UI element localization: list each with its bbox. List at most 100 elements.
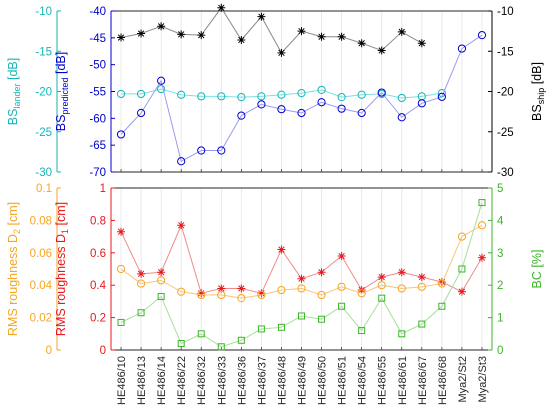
bottom-series-d2-point xyxy=(377,281,386,290)
top-axis-ship-tick-label: -15 xyxy=(497,46,514,58)
bottom-series-d1-point xyxy=(337,252,346,261)
bottom-axis-d2-tick-label: 0.1 xyxy=(36,183,52,195)
bottom-series-bc-point xyxy=(298,312,305,320)
top-series-ship-point xyxy=(357,39,366,48)
x-tick-label: HE486/32 xyxy=(196,356,208,405)
x-axis-tick-labels: HE486/10 HE486/13 HE486/14 HE486/22 HE486/32… xyxy=(116,356,489,405)
bottom-axis-d1-tick-label: 0.6 xyxy=(90,248,106,260)
top-series-ship-point xyxy=(197,31,206,40)
bottom-series-d2-point xyxy=(157,276,166,285)
top-axis-ship-label: BSship [dB] xyxy=(530,62,546,121)
top-series-predicted-point xyxy=(297,108,306,118)
top-axis-predicted-label-sub: predicted xyxy=(60,78,70,115)
x-tick-label: HE486/68 xyxy=(437,356,449,405)
top-axis-lander-label-unit: [dB] xyxy=(6,58,20,84)
bottom-axis-d2-label-main: RMS roughness D xyxy=(6,234,20,336)
top-series-ship-point xyxy=(337,32,346,41)
x-tick-label: HE486/14 xyxy=(156,356,168,405)
top-series-lander-point xyxy=(197,92,206,101)
top-series-predicted-point xyxy=(157,76,166,85)
top-series-predicted-point xyxy=(277,105,286,114)
bottom-series-d1-point xyxy=(197,289,206,298)
top-series-ship-point xyxy=(217,3,226,12)
bottom-series-bc-point xyxy=(458,265,466,273)
top-series-predicted-point xyxy=(317,98,326,107)
bottom-series-d2-point xyxy=(237,294,246,303)
x-tick-label: HE486/13 xyxy=(136,356,148,405)
bottom-series-bc-line xyxy=(120,202,483,348)
x-tick-label: HE486/48 xyxy=(276,356,288,405)
top-series-ship-point xyxy=(237,35,246,44)
top-series-predicted-point xyxy=(136,108,146,118)
bottom-axis-d1-tick-label: 0.2 xyxy=(90,313,106,325)
top-axis-lander-tick-label: -25 xyxy=(35,127,52,139)
bottom-series-d2-point xyxy=(357,289,366,298)
top-axis-ship-tick-label: -10 xyxy=(497,6,514,18)
bottom-series-d2-point xyxy=(197,290,206,300)
top-axis-predicted-tick-label: -70 xyxy=(89,167,106,179)
top-series-predicted-point xyxy=(457,44,467,53)
bottom-series-d2-point xyxy=(136,279,146,288)
bottom-series-d2-point xyxy=(397,284,406,293)
top-series-lander-point xyxy=(217,92,226,101)
top-axis-predicted-tick-label: -45 xyxy=(89,33,106,45)
top-axis-predicted-label: BSpredicted [dB] xyxy=(54,52,70,131)
bottom-axis-d1-label-main: RMS roughness D xyxy=(54,234,68,336)
top-series-lander-point xyxy=(257,92,266,101)
top-series-lander-point xyxy=(357,90,366,99)
bottom-series-d1-point xyxy=(297,274,306,283)
bottom-axis-d1-tick-label: 0.4 xyxy=(90,280,107,292)
bottom-series-d1-point xyxy=(217,284,226,293)
bottom-series-d2-point xyxy=(317,290,326,300)
top-series-ship-point xyxy=(417,39,426,48)
top-series-lander-point xyxy=(116,89,126,99)
bottom-axis-bc-tick-label: 1 xyxy=(497,313,503,325)
top-series-ship-point xyxy=(297,27,306,36)
top-axis-lander-label-sub: lander xyxy=(12,84,22,109)
bottom-axis-d2-tick-label: 0.02 xyxy=(30,313,52,325)
bottom-axis-bc-tick-label: 3 xyxy=(497,248,503,260)
x-tick-label: HE486/61 xyxy=(397,356,409,405)
bottom-series-d1-point xyxy=(137,269,146,278)
top-series-predicted-point xyxy=(377,88,386,97)
top-series-lander-line xyxy=(121,88,442,99)
x-tick-label: HE486/51 xyxy=(337,356,349,405)
top-axis-predicted-tick-label: -50 xyxy=(89,60,106,72)
bottom-series-d2-line xyxy=(120,224,483,299)
bottom-series-bc-point xyxy=(197,330,205,338)
top-axis-lander-tick-label: -10 xyxy=(35,6,52,18)
top-axis-predicted-tick-label: -60 xyxy=(89,113,106,125)
bottom-series-d1-point xyxy=(257,289,266,298)
top-axis-ship-tick-label: -20 xyxy=(497,87,514,99)
bottom-series-d2-point xyxy=(297,284,306,293)
top-series-lander-point xyxy=(337,93,346,102)
top-series-predicted-point xyxy=(397,113,406,122)
top-series-ship-point xyxy=(157,22,166,31)
bottom-series-d2-point xyxy=(177,287,186,296)
top-series-predicted-point xyxy=(177,157,186,166)
top-series-predicted-point xyxy=(477,31,487,40)
bottom-series-bc-point xyxy=(117,318,125,326)
bottom-series-bc-point xyxy=(137,309,145,317)
bottom-series-bc-point xyxy=(277,323,285,331)
top-series-predicted-point xyxy=(337,104,346,113)
top-series-lander-point xyxy=(397,93,406,103)
top-axis-ship-label-sub: ship xyxy=(536,88,546,105)
bottom-axis-d2-label-sub: 2 xyxy=(12,229,22,234)
bottom-series-bc-point xyxy=(398,330,406,338)
x-tick-label: HE486/22 xyxy=(176,356,188,405)
bottom-axis-d1-label-unit: [cm] xyxy=(54,202,68,229)
bottom-axis-d1-tick-label: 0.8 xyxy=(90,215,106,227)
x-tick-label: HE486/33 xyxy=(216,356,228,405)
bottom-series-bc-point xyxy=(478,199,486,207)
bottom-axis-bc-tick-label: 4 xyxy=(497,215,504,227)
top-axis-predicted-tick-label: -40 xyxy=(89,6,106,18)
top-series-lander-point xyxy=(277,90,286,99)
bottom-series-bc-point xyxy=(358,327,366,335)
bottom-axis-bc-label: BC [%] xyxy=(530,250,544,289)
top-series-predicted-point xyxy=(437,92,446,101)
bottom-series-bc-point xyxy=(378,294,386,302)
bottom-series-bc-point xyxy=(418,320,426,328)
